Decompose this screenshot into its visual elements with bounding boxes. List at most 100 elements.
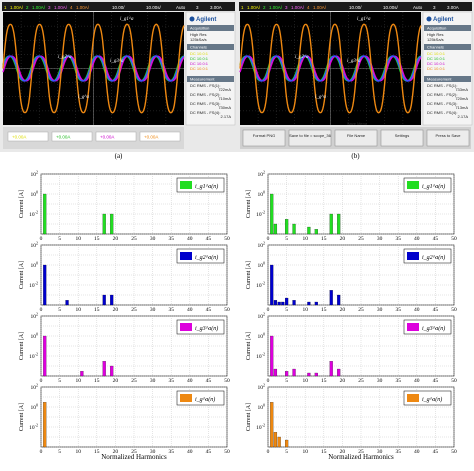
chart-x-tick-label: 25 [358, 378, 364, 384]
chart-x-tick-label: 15 [94, 449, 100, 455]
chart-x-tick-label: 20 [340, 307, 346, 313]
chart-bar [65, 300, 69, 306]
chart-y-tick-label: 10-2 [256, 423, 265, 432]
channel-offset-box [51, 131, 93, 142]
measurement-value: DC RMS - FS(3): [427, 101, 457, 106]
channel-offset-box [7, 131, 49, 142]
chart-y-tick-label: 102 [31, 383, 39, 392]
chart-x-tick-label: 0 [267, 307, 270, 313]
chart-x-tick-label: 45 [206, 378, 212, 384]
chart-x-tick-label: 40 [187, 236, 193, 242]
chart-x-tick-label: 0 [40, 449, 43, 455]
channel-offset-value: +0.00A [144, 135, 158, 140]
harmonic-chart-c-2: 10-2 100 102 0 5 10 15 20 25 30 35 40 45 50 Current [A… [19, 241, 230, 314]
chart-x-tick-label: 35 [395, 236, 401, 242]
measurement-value: 730mA [218, 105, 231, 110]
channels-title: Channels [190, 45, 207, 50]
trace-ch3 [2, 55, 185, 82]
chart-bar [292, 300, 296, 306]
trace-total-current [2, 23, 185, 114]
chart-bar [80, 371, 84, 377]
chart-x-tick-label: 40 [414, 307, 420, 313]
chart-bar [102, 213, 106, 235]
chart-y-tick-label: 102 [31, 241, 39, 250]
chart-bar [102, 361, 106, 377]
chart-bar [273, 223, 278, 235]
chart-bar [292, 368, 296, 377]
chart-bar [277, 436, 281, 448]
scope-trace-label: i_g3^a [110, 59, 124, 64]
sample-rate: 125kSa/s [190, 37, 207, 42]
chart-y-tick-label: 10-2 [256, 281, 265, 290]
scope-trace-label: i_g^a [78, 95, 89, 100]
chart-x-tick-label: 10 [302, 378, 308, 384]
legend-series-name: i_g^a(n) [422, 396, 442, 403]
chart-x-tick-label: 0 [267, 378, 270, 384]
chart-x-tick-label: 50 [224, 378, 230, 384]
scope-trace-label: i_g1^a [357, 17, 371, 22]
channel-setting: DC 10.0:1 [427, 56, 446, 61]
chart-x-tick-label: 45 [433, 449, 439, 455]
acquisition-header [424, 25, 471, 31]
chart-x-tick-label: 30 [377, 307, 383, 313]
chart-x-tick-label: 10 [75, 378, 81, 384]
channels-title: Channels [427, 45, 444, 50]
chart-x-tick-label: 40 [414, 378, 420, 384]
chart-x-tick-label: 25 [131, 307, 137, 313]
chart-x-tick-label: 50 [224, 307, 230, 313]
chart-x-tick-label: 30 [377, 236, 383, 242]
chart-bar [307, 301, 311, 306]
chart-x-tick-label: 0 [267, 449, 270, 455]
chart-x-tick-label: 30 [150, 307, 156, 313]
scope-top-bar-text: Auto [176, 5, 186, 10]
channel-offset-box [95, 131, 137, 142]
chart-x-tick-label: 35 [168, 378, 174, 384]
chart-bar [307, 226, 311, 235]
scope-top-bar-text: 10.00/ [349, 5, 362, 10]
softkey-label: Save to file = scope_36 [289, 133, 331, 138]
channel-setting: DC 10.0:1 [190, 66, 209, 71]
chart-x-tick-label: 50 [451, 378, 457, 384]
chart-bar [43, 193, 47, 235]
chart-x-tick-label: 20 [340, 378, 346, 384]
scope-top-bar-text: 3 [285, 5, 288, 10]
chart-bar [110, 294, 114, 306]
softkey-label: Press to Save [436, 133, 462, 138]
channel-setting: DC 10.0:1 [190, 56, 209, 61]
agilent-spark-icon [426, 16, 432, 22]
chart-x-tick-label: 10 [302, 449, 308, 455]
scope-trace-label: i_g3^a [347, 59, 361, 64]
chart-x-tick-label: 35 [395, 307, 401, 313]
softkey-button [426, 129, 470, 147]
chart-y-tick-label: 102 [31, 170, 39, 179]
chart-bar [292, 223, 296, 235]
legend-series-name: i_g2^a(n) [422, 254, 445, 261]
chart-y-axis-label: Current [A] [246, 261, 252, 289]
chart-x-tick-label: 50 [451, 236, 457, 242]
measurements-header [424, 76, 471, 82]
legend-swatch [407, 181, 419, 189]
oscilloscope-screenshot-a: 1 1.00A/2 1.00A/3 1.00A/4 1.00A/10.00/10.00s… [0, 0, 237, 160]
legend-swatch [407, 252, 419, 260]
scope-top-bar-text: 1 [241, 5, 244, 10]
channel-setting: DC 10.0:1 [427, 61, 446, 66]
chart-x-tick-label: 25 [131, 378, 137, 384]
chart-y-axis-label: Current [A] [246, 332, 252, 360]
chart-y-tick-label: 100 [31, 403, 39, 412]
chart-y-tick-label: 100 [258, 332, 266, 341]
legend-swatch [180, 394, 192, 402]
save-menu-label: Save Menu [347, 121, 367, 126]
measurement-value: 713mA [455, 105, 468, 110]
harmonic-chart-d-3: 10-2 100 102 0 5 10 15 20 25 30 35 40 45 50 Current [A… [246, 312, 457, 385]
chart-x-axis-label: Normalized Harmonics [101, 453, 167, 461]
chart-y-tick-label: 100 [258, 190, 266, 199]
chart-x-tick-label: 10 [75, 307, 81, 313]
chart-x-tick-label: 50 [224, 449, 230, 455]
chart-bar [314, 372, 318, 377]
acquisition-header [187, 25, 234, 31]
scope-brand-logo: Agilent [196, 17, 216, 23]
chart-x-tick-label: 0 [40, 378, 43, 384]
chart-y-axis-label: Current [A] [19, 332, 25, 360]
scope-top-bar-text: 3 [48, 5, 51, 10]
